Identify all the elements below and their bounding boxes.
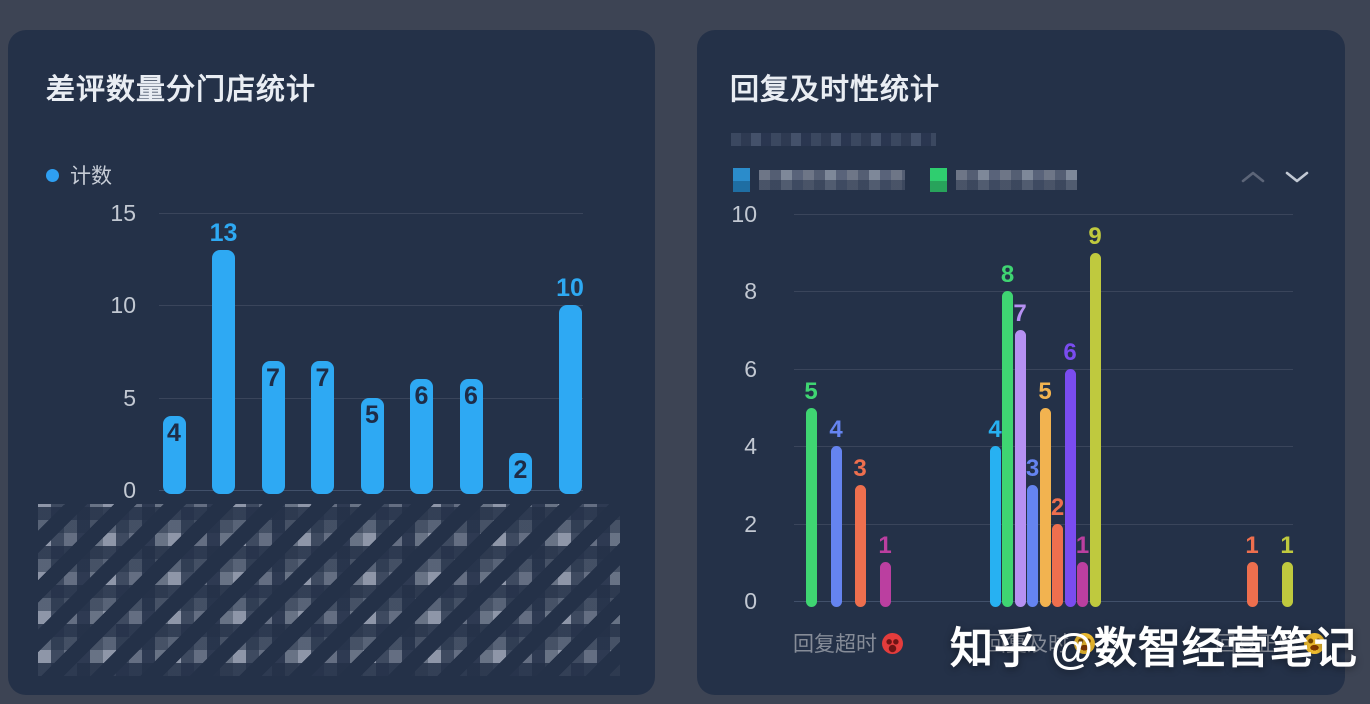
bar-value-label: 8 (1000, 261, 1015, 289)
bar-value-label: 9 (1088, 222, 1102, 250)
chevron-down-icon[interactable] (1283, 168, 1311, 191)
bar[interactable] (459, 379, 483, 494)
bar-value-label: 1 (878, 532, 892, 560)
x-axis-labels-redacted (38, 504, 620, 676)
bar-value-label: 7 (315, 363, 330, 392)
bar[interactable] (1246, 562, 1258, 607)
bar-value-label: 6 (464, 382, 478, 411)
y-axis-tick: 5 (123, 384, 136, 411)
bar[interactable] (1077, 562, 1088, 607)
x-category-label: 回复正常 (1180, 628, 1360, 658)
chevron-up-icon[interactable] (1239, 168, 1267, 191)
legend-item-1[interactable] (733, 168, 905, 192)
bar[interactable] (410, 379, 433, 494)
legend-marker-icon (733, 168, 750, 192)
bar-value-label: 6 (414, 382, 429, 411)
gridline (159, 212, 583, 214)
left-chart-title: 差评数量分门店统计 (46, 74, 317, 106)
bar[interactable] (1039, 407, 1051, 607)
bar[interactable] (805, 407, 817, 607)
bar[interactable] (1052, 523, 1063, 607)
bar-value-label: 1 (1280, 532, 1294, 560)
bar-value-label: 5 (1038, 377, 1052, 405)
right-chart-plot: 10 8 6 4 2 0 5 4 3 1 回复超时 4 8 7 3 5 2 6 1 9 回复及时 1 1 回复正常 (697, 30, 1345, 695)
watermark: 知乎 @数智经营笔记 (950, 625, 1358, 673)
bar-value-label: 5 (365, 400, 379, 429)
bar-value-label: 2 (1050, 493, 1065, 521)
legend-marker-icon (930, 168, 947, 192)
y-axis-tick: 10 (731, 201, 757, 227)
bar-value-label: 1 (1075, 532, 1090, 560)
legend-label-redacted (956, 170, 1077, 190)
y-axis-tick: 6 (744, 355, 757, 382)
right-chart-title: 回复及时性统计 (730, 74, 941, 106)
y-axis-tick: 4 (744, 433, 757, 460)
legend-item-2[interactable] (930, 168, 1077, 192)
y-axis-tick: 10 (110, 292, 136, 319)
x-category-label: 回复及时 (950, 628, 1130, 658)
bar[interactable] (360, 397, 384, 494)
gridline (159, 305, 583, 307)
gridline (794, 214, 1293, 215)
bar[interactable] (558, 305, 582, 494)
subtitle-redacted (731, 133, 936, 146)
laughing-emoji-icon (1074, 633, 1095, 654)
bar-value-label: 7 (266, 363, 280, 392)
bar-value-label: 5 (804, 377, 818, 405)
bar-value-label: 13 (209, 218, 238, 247)
x-category-label: 回复超时 (758, 628, 938, 658)
bar[interactable] (1281, 562, 1293, 607)
bar[interactable] (879, 562, 891, 607)
bar[interactable] (989, 446, 1001, 607)
legend-dot-icon (46, 168, 59, 182)
y-axis-tick: 8 (744, 278, 757, 305)
bar-value-label: 10 (556, 274, 584, 303)
bar[interactable] (212, 249, 235, 494)
bar[interactable] (1014, 330, 1026, 607)
bar[interactable] (509, 453, 532, 494)
left-chart-plot: 15 10 5 0 4 13 7 7 5 6 6 2 10 (8, 30, 655, 695)
bar[interactable] (1089, 252, 1101, 607)
bar-value-label: 4 (167, 419, 181, 448)
bar-value-label: 7 (1013, 300, 1027, 328)
bar-value-label: 4 (988, 416, 1002, 444)
bar-value-label: 2 (513, 456, 528, 485)
bar[interactable] (261, 360, 285, 494)
left-chart-legend-item[interactable]: 计数 (46, 160, 112, 190)
panel-reply-timeliness: 回复及时性统计 10 8 6 4 2 0 5 4 3 1 回复超时 4 8 7 3 5 2 6 1 9 回复及时 1 1 回复… (697, 30, 1345, 695)
y-axis-tick: 15 (110, 199, 136, 226)
bar[interactable] (1064, 368, 1076, 607)
bar-value-label: 4 (829, 416, 843, 444)
y-axis-tick: 0 (744, 588, 757, 614)
angry-emoji-icon (882, 633, 903, 654)
bar[interactable] (854, 484, 866, 607)
bar-value-label: 1 (1245, 532, 1259, 560)
legend-label-redacted (759, 170, 905, 190)
panel-bad-review-by-store: 差评数量分门店统计 计数 15 10 5 0 4 13 7 7 5 6 6 2 10 (8, 30, 655, 695)
bar[interactable] (1002, 291, 1013, 607)
bar[interactable] (830, 446, 842, 607)
bar[interactable] (162, 416, 186, 494)
bar-value-label: 3 (853, 454, 867, 482)
laughing-emoji-icon (1304, 633, 1325, 654)
legend-label: 计数 (70, 165, 112, 188)
bar-value-label: 6 (1063, 338, 1077, 366)
bar[interactable] (311, 360, 334, 494)
y-axis-tick: 0 (123, 477, 136, 503)
bar[interactable] (1027, 484, 1038, 607)
gridline (794, 291, 1293, 293)
bar-value-label: 3 (1025, 454, 1040, 482)
gridline (794, 368, 1293, 370)
y-axis-tick: 2 (744, 510, 757, 537)
